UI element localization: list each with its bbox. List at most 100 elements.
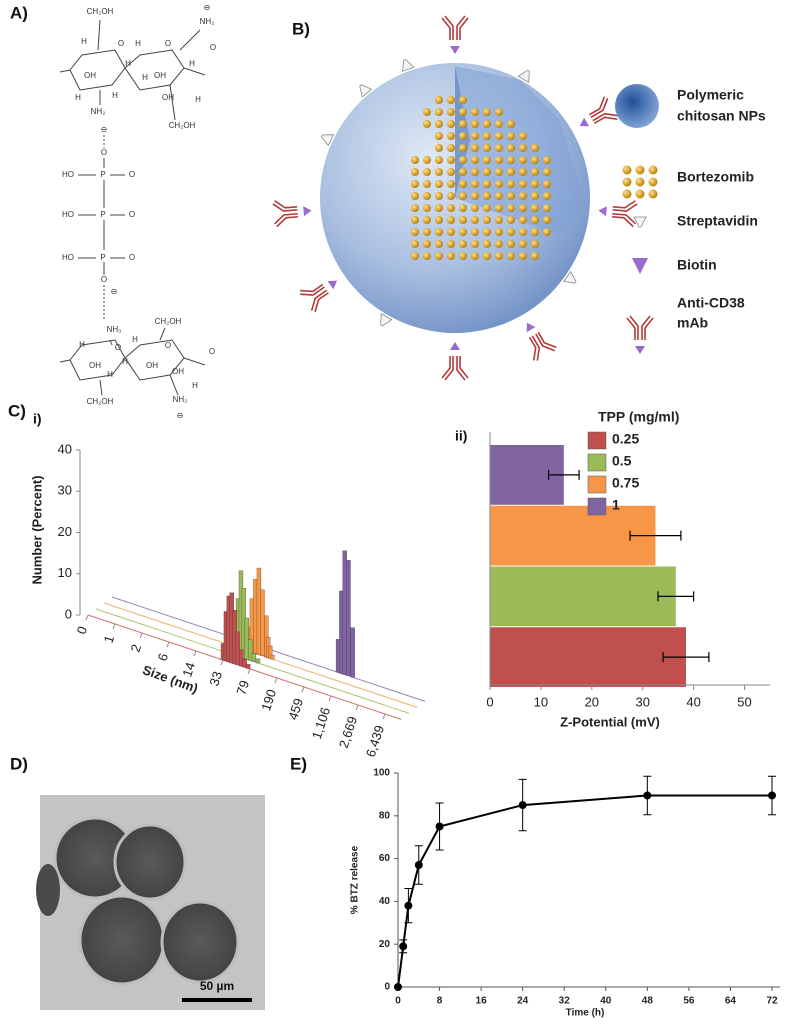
drug-dot — [459, 132, 467, 140]
streptavidin-shape — [320, 134, 335, 147]
chem-label: CH₂OH — [87, 397, 114, 406]
chem-label: OH — [172, 367, 184, 376]
bar — [255, 658, 261, 664]
drug-dot — [447, 252, 455, 260]
legend-swatch — [587, 497, 607, 516]
drug-dot — [483, 144, 491, 152]
biotin — [579, 117, 590, 127]
biotin — [450, 46, 460, 54]
drug-dot — [483, 156, 491, 164]
antibody — [272, 200, 312, 228]
drug-dot — [471, 240, 479, 248]
drug-dot — [435, 180, 443, 188]
antibody-shape — [626, 315, 654, 340]
drug-dot — [435, 108, 443, 116]
chem-label: OH — [162, 93, 174, 102]
streptavidin-shape — [517, 69, 530, 84]
x-axis-label: Z-Potential (mV) — [560, 714, 660, 729]
drug-dot — [483, 108, 491, 116]
drug-dot — [459, 156, 467, 164]
chem-label: H — [75, 93, 81, 102]
legend-label: Streptavidin — [677, 213, 758, 229]
streptavidin-shape — [380, 312, 393, 327]
drug-dot — [459, 108, 467, 116]
antibody-shape — [611, 200, 638, 228]
chem-label: H — [125, 59, 131, 68]
streptavidin — [402, 59, 415, 72]
x-tick-label: 2,669 — [336, 714, 360, 750]
drug-dot — [423, 252, 431, 260]
drug-dot — [459, 120, 467, 128]
x-tick-label: 0 — [74, 624, 91, 636]
chem-label: NH₂ — [91, 107, 106, 116]
scale-bar-label: 50 µm — [200, 979, 234, 993]
drug-dot — [411, 192, 419, 200]
x-tick-label: 10 — [534, 694, 548, 709]
streptavidin — [517, 69, 530, 84]
chem-label: HO — [62, 170, 74, 179]
drug-dot — [471, 252, 479, 260]
legend-label: Bortezomib — [677, 169, 754, 185]
legend-swatch — [587, 431, 607, 450]
drug-dot — [471, 168, 479, 176]
x-tick-label: 20 — [585, 694, 599, 709]
x-tick-label: 48 — [642, 996, 654, 1007]
drug-dot — [423, 216, 431, 224]
legend-swatch — [587, 453, 607, 472]
x-tick-label: 1 — [101, 633, 118, 645]
drug-dot — [519, 216, 527, 224]
drug-dot — [507, 192, 515, 200]
x-tick — [382, 713, 386, 720]
panel-label: A) — [10, 3, 28, 22]
point — [414, 861, 423, 870]
chem-label: O — [129, 210, 135, 219]
drug-dot — [495, 132, 503, 140]
drug-dot — [435, 156, 443, 164]
chem-label: H — [112, 91, 118, 100]
chem-structure — [59, 19, 206, 396]
bar — [235, 631, 240, 666]
drug-dot — [447, 192, 455, 200]
drug-dot — [507, 180, 515, 188]
drug-dot — [531, 240, 539, 248]
x-tick-label: 1,106 — [309, 705, 333, 741]
legend-label: Polymeric — [677, 87, 744, 103]
x-tick-label: 40 — [686, 694, 700, 709]
streptavidin-shape — [359, 84, 373, 98]
legend-icon — [622, 165, 632, 175]
drug-dot — [495, 252, 503, 260]
drug-dot — [459, 216, 467, 224]
drug-dot — [483, 204, 491, 212]
drug-dot — [411, 156, 419, 164]
x-tick-label: 190 — [258, 687, 279, 712]
point — [643, 791, 652, 800]
legend-label: 1 — [612, 497, 620, 513]
chem-label: OH — [84, 71, 96, 80]
antibody-shape — [441, 15, 469, 40]
y-tick-label: 20 — [58, 524, 72, 539]
drug-dot — [519, 156, 527, 164]
x-tick-label: 56 — [683, 996, 695, 1007]
panel-label: ii) — [455, 428, 467, 444]
drug-dot — [543, 192, 551, 200]
x-tick-label: 6 — [155, 651, 172, 663]
drug-dot — [543, 216, 551, 224]
drug-dot — [459, 204, 467, 212]
x-tick — [220, 659, 224, 666]
drug-dot — [495, 216, 503, 224]
bar — [350, 627, 355, 678]
drug-dot — [411, 216, 419, 224]
legend-icon — [622, 189, 632, 199]
drug-dot — [507, 252, 515, 260]
drug-dot — [471, 108, 479, 116]
drug-dot — [507, 216, 515, 224]
drug-dot — [423, 156, 431, 164]
bar — [270, 654, 275, 660]
chart-hbar: 0.25 0.5 0.75 1 TPP (mg/ml) 0 10 20 30 40 50 Z-Pote… — [486, 409, 770, 729]
drug-dot — [519, 204, 527, 212]
streptavidin — [320, 134, 335, 147]
legend-icon — [635, 189, 645, 199]
drug-dot — [543, 204, 551, 212]
drug-dot — [423, 228, 431, 236]
